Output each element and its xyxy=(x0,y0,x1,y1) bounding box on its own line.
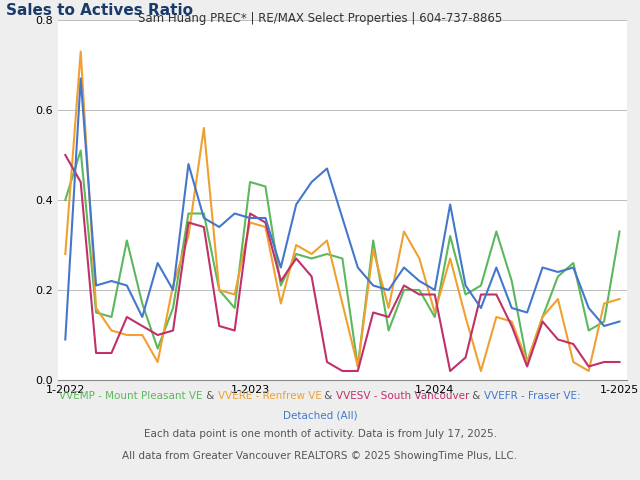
Text: Sales to Actives Ratio: Sales to Actives Ratio xyxy=(6,2,193,18)
Text: Detached (All): Detached (All) xyxy=(283,410,357,420)
Text: VVESV - South Vancouver: VVESV - South Vancouver xyxy=(336,391,469,401)
Text: Each data point is one month of activity. Data is from July 17, 2025.: Each data point is one month of activity… xyxy=(143,430,497,439)
Text: &: & xyxy=(321,391,336,401)
Text: VVEMP - Mount Pleasant VE: VVEMP - Mount Pleasant VE xyxy=(60,391,203,401)
Text: &: & xyxy=(469,391,484,401)
Text: VVEFR - Fraser VE:: VVEFR - Fraser VE: xyxy=(484,391,580,401)
Text: &: & xyxy=(203,391,218,401)
Text: All data from Greater Vancouver REALTORS © 2025 ShowingTime Plus, LLC.: All data from Greater Vancouver REALTORS… xyxy=(122,451,518,461)
Text: VVERE - Renfrew VE: VVERE - Renfrew VE xyxy=(218,391,321,401)
Text: Sam Huang PREC* | RE/MAX Select Properties | 604-737-8865: Sam Huang PREC* | RE/MAX Select Properti… xyxy=(138,12,502,25)
